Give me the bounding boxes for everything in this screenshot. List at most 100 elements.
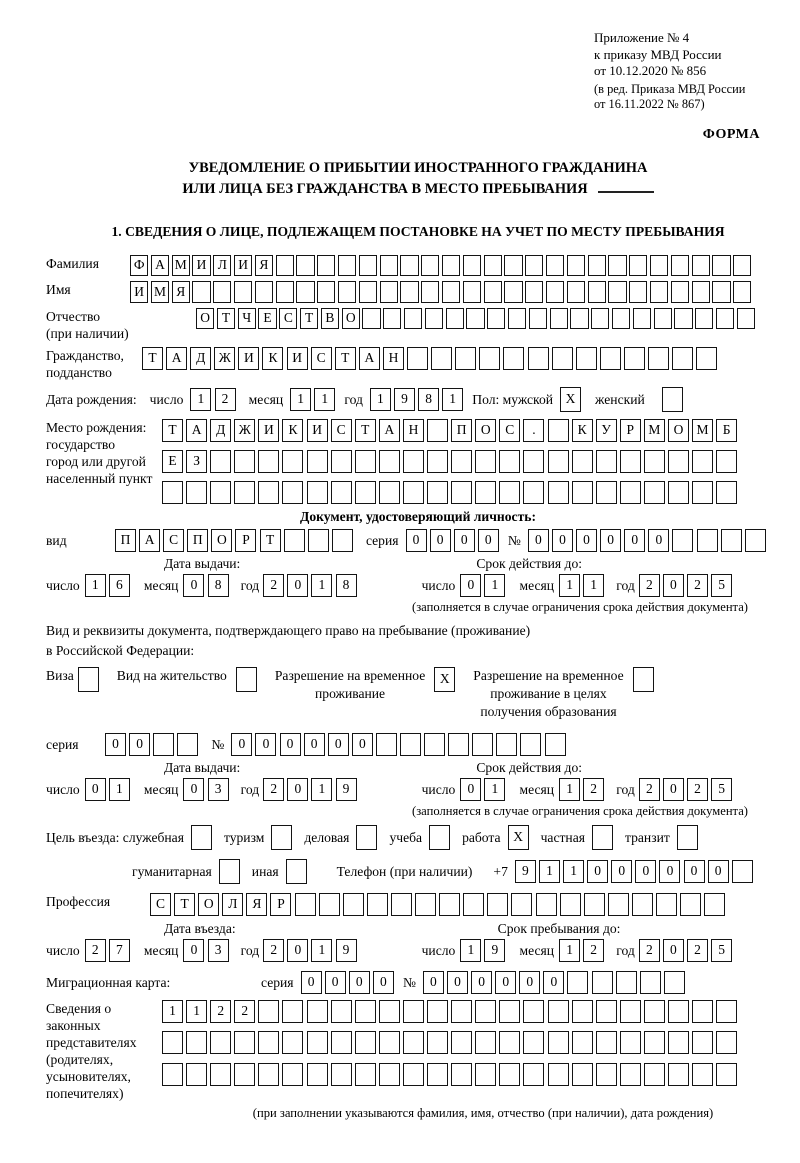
char-box	[716, 1031, 738, 1054]
char-box: 0	[453, 528, 475, 552]
char-box	[595, 1031, 617, 1054]
char-box	[77, 666, 99, 692]
char-box	[407, 346, 429, 370]
char-box	[629, 281, 648, 303]
char-box	[619, 1062, 641, 1086]
char-box: О	[211, 528, 233, 552]
char-box: 1	[190, 387, 212, 411]
char-box	[504, 254, 523, 276]
char-box	[736, 307, 756, 329]
char-box: 0	[183, 573, 205, 597]
char-box	[282, 1031, 304, 1054]
char-box	[354, 1031, 376, 1054]
char-box: Е	[162, 449, 183, 473]
char-box: К	[571, 418, 593, 442]
char-box: 0	[519, 970, 541, 994]
char-box: В	[320, 307, 340, 329]
char-box	[691, 254, 710, 276]
stay-doc-line1: Вид и реквизиты документа, подтверждающе…	[46, 622, 531, 638]
char-box	[283, 528, 305, 552]
char-box	[362, 307, 381, 329]
tourism-label: туризм	[223, 829, 265, 845]
char-box	[691, 281, 710, 303]
char-box: 2	[687, 777, 708, 801]
char-box: 9	[335, 938, 357, 962]
char-box	[383, 307, 402, 329]
char-box: Н	[382, 346, 404, 370]
char-box: 9	[484, 938, 506, 962]
char-box	[667, 999, 689, 1023]
char-box	[378, 449, 400, 473]
char-box: 0	[405, 528, 427, 552]
char-box: 9	[335, 777, 357, 801]
char-box: 0	[327, 732, 349, 756]
char-box	[631, 892, 653, 916]
char-box: Р	[270, 892, 292, 916]
char-box: 1	[369, 387, 391, 411]
char-box	[716, 999, 738, 1023]
char-box: 0	[422, 970, 444, 994]
char-box	[258, 1062, 280, 1086]
char-box	[337, 281, 357, 303]
char-box	[712, 254, 731, 276]
char-box: 8	[207, 573, 229, 597]
char-box: Т	[142, 346, 163, 370]
char-box	[744, 528, 766, 552]
char-box	[306, 449, 328, 473]
purpose-tourism-checkbox	[271, 824, 293, 850]
char-box	[439, 892, 461, 916]
char-box	[318, 892, 340, 916]
year-label: год	[344, 391, 363, 407]
humanitarian-label: гуманитарная	[132, 863, 212, 879]
char-box	[424, 732, 446, 756]
private-label: частная	[540, 829, 585, 845]
char-box: 0	[105, 732, 126, 756]
char-box	[479, 346, 501, 370]
purpose-work-checkbox: X	[507, 824, 529, 850]
char-box	[607, 892, 629, 916]
transit-label: транзит	[624, 829, 670, 845]
char-box	[667, 1062, 689, 1086]
char-box: 0	[662, 938, 684, 962]
section1-title: 1. СВЕДЕНИЯ О ЛИЦЕ, ПОДЛЕЖАЩЕМ ПОСТАНОВК…	[111, 223, 725, 239]
char-box	[192, 281, 211, 303]
char-box	[544, 732, 566, 756]
form-title-line2: ИЛИ ЛИЦА БЕЗ ГРАЖДАНСТВА В МЕСТО ПРЕБЫВА…	[46, 179, 790, 200]
char-box: 1	[583, 573, 605, 597]
char-box	[455, 346, 477, 370]
char-box	[275, 254, 294, 276]
char-box	[402, 449, 424, 473]
char-box	[475, 480, 497, 504]
char-box: 0	[707, 859, 729, 883]
char-box: С	[279, 307, 298, 329]
char-box	[400, 732, 422, 756]
char-box: 1	[311, 777, 333, 801]
char-box	[499, 449, 521, 473]
char-box	[390, 892, 412, 916]
char-box: 6	[108, 573, 130, 597]
profession-label: Профессия	[46, 893, 111, 909]
char-box	[285, 858, 307, 884]
char-box: А	[186, 418, 208, 442]
study-label: учеба	[389, 829, 423, 845]
char-box	[282, 1062, 304, 1086]
char-box: Т	[259, 528, 281, 552]
char-box	[629, 254, 648, 276]
char-box	[667, 1031, 689, 1054]
char-box	[692, 1062, 714, 1086]
char-box	[499, 1031, 521, 1054]
char-box: М	[643, 418, 665, 442]
char-box	[591, 307, 610, 329]
char-box: 1	[311, 938, 333, 962]
phone-label: Телефон (при наличии)	[336, 863, 473, 879]
char-box: И	[238, 346, 260, 370]
char-box: Д	[210, 418, 232, 442]
char-box: 8	[335, 573, 357, 597]
